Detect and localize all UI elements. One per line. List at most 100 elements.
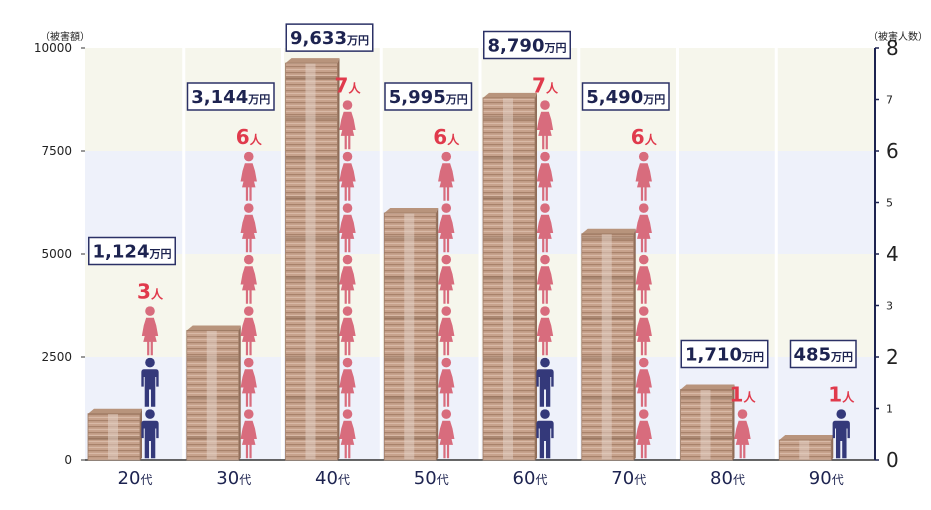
amount-label-box: [384, 82, 473, 111]
victim-count-unit: 人: [743, 390, 756, 405]
category-suffix: 代: [733, 473, 745, 487]
amount-value: 8,790: [488, 36, 545, 57]
bar-strap: [206, 330, 217, 460]
amount-unit: 万円: [741, 351, 764, 364]
category-label: 20代: [118, 468, 153, 489]
victim-count-value: 3: [137, 280, 151, 304]
bar-strap: [601, 233, 612, 460]
category-value: 90: [809, 468, 832, 489]
amount-value: 3,144: [191, 87, 248, 108]
y-left-label: （被害額）: [40, 30, 90, 43]
y-left-tick-label: 0: [64, 453, 72, 467]
bar-outline: [87, 413, 141, 461]
victim-count-value: 1: [828, 383, 842, 407]
amount-unit: 万円: [445, 93, 468, 106]
bar: [285, 58, 340, 461]
bar-top: [186, 325, 241, 331]
category-suffix: 代: [535, 473, 547, 487]
bar-strap: [799, 440, 810, 460]
victim-count-value: 6: [236, 125, 250, 149]
victim-count-unit: 人: [250, 132, 263, 147]
y-right-tick-label: 3: [886, 300, 893, 313]
bar: [186, 325, 241, 461]
y-right-tick-label: 6: [886, 139, 899, 163]
victim-count-label: 1人: [730, 383, 757, 407]
amount-unit: 万円: [642, 93, 665, 106]
bar: [482, 92, 537, 461]
bar-strap: [503, 97, 513, 461]
amount-value: 1,124: [93, 242, 150, 263]
victim-count-unit: 人: [447, 132, 460, 147]
amount-label-box: [789, 339, 857, 369]
bar: [778, 435, 834, 461]
amount-label: 5,490万円: [586, 87, 665, 108]
category-value: 30: [216, 468, 239, 489]
amount-value: 1,710: [685, 345, 742, 366]
amount-unit: 万円: [830, 351, 853, 364]
amount-value: 5,995: [389, 87, 446, 108]
category-value: 20: [118, 468, 141, 489]
amount-value: 9,633: [290, 28, 347, 49]
bar-side: [732, 384, 735, 460]
y-right-tick-label: 5: [886, 197, 893, 210]
amount-unit: 万円: [543, 42, 566, 55]
victim-count-value: 1: [730, 383, 744, 407]
victim-count-value: 6: [433, 125, 447, 149]
category-label: 90代: [809, 468, 844, 489]
victim-count-value: 7: [335, 74, 349, 98]
category-value: 50: [414, 468, 437, 489]
category-value: 60: [513, 468, 536, 489]
bar-side: [831, 435, 834, 460]
bar: [383, 208, 439, 461]
victim-count-label: 3人: [137, 280, 164, 304]
amount-label-box: [483, 30, 571, 60]
amount-label: 8,790万円: [488, 36, 567, 57]
bar-outline: [186, 330, 240, 461]
victim-count-unit: 人: [348, 81, 361, 96]
category-value: 40: [315, 468, 338, 489]
y-right-label: （被害人数）: [868, 30, 928, 43]
amount-label-box: [285, 23, 374, 52]
bar-strap: [404, 213, 415, 460]
victim-count-label: 7人: [532, 74, 559, 98]
victim-count-label: 7人: [335, 74, 362, 98]
bar-outline: [680, 389, 733, 461]
amount-unit: 万円: [148, 248, 171, 261]
bars: [87, 58, 834, 461]
amount-label: 3,144万円: [191, 87, 270, 108]
y-left-tick-label: 7500: [41, 144, 72, 158]
victim-count-unit: 人: [645, 132, 658, 147]
bar-strap: [700, 389, 711, 460]
bar-outline: [285, 62, 338, 461]
amount-label-box: [186, 82, 275, 111]
bar: [680, 384, 735, 461]
category-value: 80: [710, 468, 733, 489]
bar-outline: [581, 233, 635, 461]
category-label: 70代: [611, 468, 646, 489]
victim-count-value: 6: [631, 125, 645, 149]
value-labels: 3人1,124万円20代6人3,144万円30代7人9,633万円40代6人5,…: [88, 23, 857, 489]
bar-top: [581, 228, 636, 234]
bar: [581, 228, 636, 461]
bar-side: [436, 208, 439, 460]
amount-label: 9,633万円: [290, 28, 369, 49]
category-label: 80代: [710, 468, 745, 489]
category-label: 60代: [513, 468, 548, 489]
category-suffix: 代: [140, 473, 152, 487]
y-left-tick-label: 10000: [34, 41, 72, 55]
amount-label: 1,124万円: [93, 242, 172, 263]
victim-count-label: 1人: [828, 383, 855, 407]
bar-outline: [778, 439, 832, 461]
bar-top: [779, 435, 834, 441]
bar-top: [483, 92, 537, 98]
category-label: 50代: [414, 468, 449, 489]
bar-strap: [305, 63, 316, 461]
y-left-tick-label: 2500: [41, 350, 72, 364]
axes: （被害額） 0 2500 5000 7500 10000 （被害人数） 0 1 2 3 4 5 6 7 8: [34, 30, 928, 472]
amount-label: 485万円: [793, 345, 853, 366]
category-suffix: 代: [338, 473, 350, 487]
category-suffix: 代: [437, 473, 449, 487]
amount-value: 5,490: [586, 87, 643, 108]
bar-top: [88, 408, 142, 414]
